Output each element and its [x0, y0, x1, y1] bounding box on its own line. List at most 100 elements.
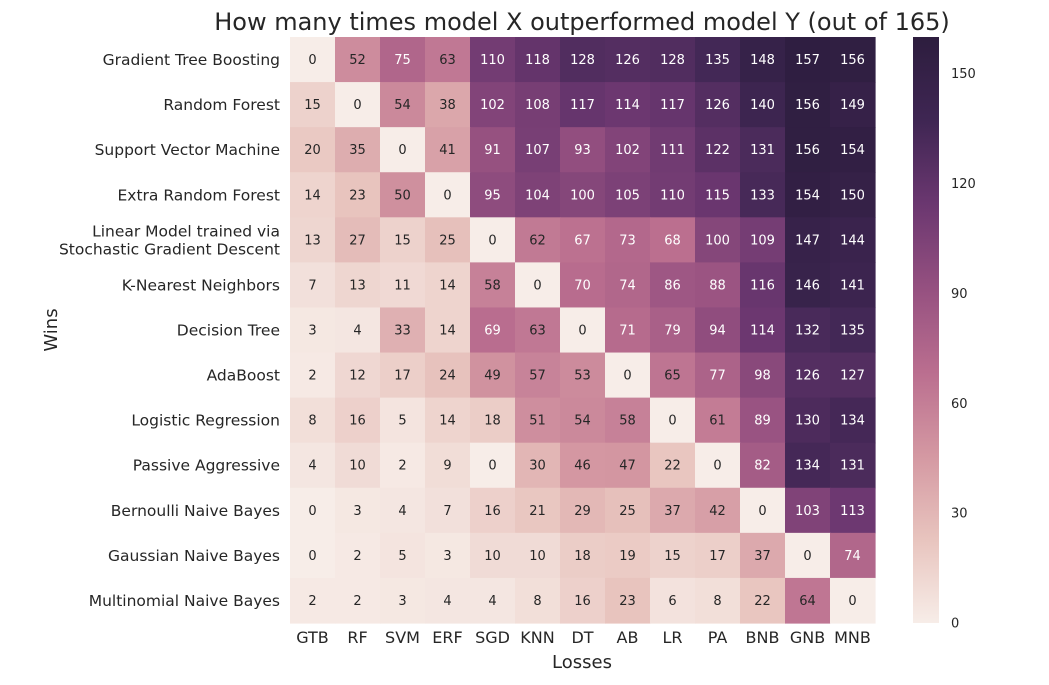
heatmap-cell — [785, 262, 831, 309]
cell-value-label: 0 — [758, 504, 766, 519]
heatmap-cell — [560, 442, 606, 489]
cell-value-label: 0 — [308, 549, 316, 564]
column-label: RF — [347, 628, 367, 647]
cell-value-label: 62 — [529, 233, 546, 248]
cell-value-label: 42 — [709, 504, 726, 519]
cell-value-label: 53 — [574, 369, 591, 384]
heatmap-cell — [560, 82, 606, 128]
heatmap-cell — [470, 127, 516, 173]
heatmap-cell — [830, 397, 876, 444]
heatmap-cell — [515, 532, 561, 579]
heatmap-cell — [830, 172, 876, 218]
y-axis-label: Wins — [41, 308, 62, 351]
heatmap-cell — [605, 487, 651, 534]
cell-value-label: 100 — [570, 188, 595, 203]
heatmap-cell — [785, 307, 831, 354]
cell-value-label: 89 — [754, 414, 771, 429]
row-label: Multinomial Naive Bayes — [89, 592, 280, 610]
column-label: GTB — [296, 628, 329, 647]
cell-value-label: 126 — [615, 53, 640, 68]
cell-value-label: 27 — [349, 233, 366, 248]
cell-value-label: 46 — [574, 459, 591, 474]
cell-value-label: 2 — [398, 459, 406, 474]
cell-value-label: 71 — [619, 324, 636, 339]
cell-value-label: 3 — [308, 324, 316, 339]
cell-value-label: 0 — [488, 459, 496, 474]
heatmap-cell — [785, 37, 831, 83]
cell-value-label: 37 — [664, 504, 681, 519]
heatmap-cell — [515, 217, 561, 263]
heatmap-cell — [470, 37, 516, 83]
column-label: BNB — [746, 628, 780, 647]
heatmap-cell — [560, 352, 606, 399]
heatmap-cell — [650, 532, 696, 579]
cell-value-label: 23 — [619, 594, 636, 609]
cell-value-label: 157 — [795, 53, 820, 68]
heatmap-cell — [695, 397, 741, 444]
cell-value-label: 41 — [439, 143, 456, 158]
cell-value-label: 19 — [619, 549, 636, 564]
cell-value-label: 0 — [713, 459, 721, 474]
cell-value-label: 0 — [578, 324, 586, 339]
cell-value-label: 111 — [660, 143, 685, 158]
heatmap-cell — [515, 37, 561, 83]
heatmap-cell — [380, 262, 426, 309]
heatmap-cell — [695, 442, 741, 489]
heatmap-cell — [290, 397, 336, 444]
heatmap-cell — [380, 217, 426, 263]
column-label: KNN — [520, 628, 554, 647]
heatmap-cell — [650, 352, 696, 399]
heatmap-cell — [380, 352, 426, 399]
heatmap-cell — [740, 577, 786, 624]
cell-value-label: 107 — [525, 143, 550, 158]
cell-value-label: 10 — [484, 549, 501, 564]
heatmap-cell — [380, 127, 426, 173]
cell-value-label: 104 — [525, 188, 550, 203]
cell-value-label: 117 — [570, 98, 595, 113]
cell-value-label: 25 — [439, 233, 456, 248]
colorbar — [913, 37, 939, 623]
cell-value-label: 128 — [570, 53, 595, 68]
cell-value-label: 4 — [308, 459, 316, 474]
heatmap-cell — [830, 442, 876, 489]
heatmap-cell — [650, 37, 696, 83]
heatmap-cell — [290, 82, 336, 128]
heatmap-cell — [605, 352, 651, 399]
heatmap-cell — [830, 307, 876, 354]
heatmap-cell — [425, 442, 471, 489]
column-label: GNB — [790, 628, 825, 647]
heatmap-cell — [425, 397, 471, 444]
cell-value-label: 88 — [709, 278, 726, 293]
x-axis-label: Losses — [552, 652, 612, 673]
cell-value-label: 0 — [308, 504, 316, 519]
heatmap-cell — [740, 442, 786, 489]
heatmap-cell — [650, 442, 696, 489]
heatmap-cell — [830, 487, 876, 534]
heatmap-cell — [695, 487, 741, 534]
cell-value-label: 38 — [439, 98, 456, 113]
cell-value-label: 110 — [660, 188, 685, 203]
cell-value-label: 2 — [353, 549, 361, 564]
colorbar-tick-label: 0 — [951, 617, 959, 632]
heatmap-cell — [380, 487, 426, 534]
colorbar-ticks: 0 30 60 90 120 150 — [951, 67, 976, 631]
heatmap-cell — [335, 352, 381, 399]
heatmap-cell — [830, 532, 876, 579]
cell-value-label: 146 — [795, 278, 820, 293]
heatmap-cell — [290, 127, 336, 173]
heatmap-cell — [560, 397, 606, 444]
heatmap-cell — [290, 37, 336, 83]
column-label: DT — [571, 628, 593, 647]
cell-value-label: 58 — [619, 414, 636, 429]
heatmap-cell — [515, 172, 561, 218]
heatmap-cell — [380, 442, 426, 489]
heatmap-cell — [560, 307, 606, 354]
cell-value-label: 126 — [705, 98, 730, 113]
cell-value-label: 3 — [398, 594, 406, 609]
cell-value-label: 4 — [353, 324, 361, 339]
cell-value-label: 127 — [840, 369, 865, 384]
cell-value-label: 3 — [353, 504, 361, 519]
cell-value-label: 144 — [840, 233, 865, 248]
heatmap-cell — [380, 577, 426, 624]
heatmap-cell — [335, 262, 381, 309]
